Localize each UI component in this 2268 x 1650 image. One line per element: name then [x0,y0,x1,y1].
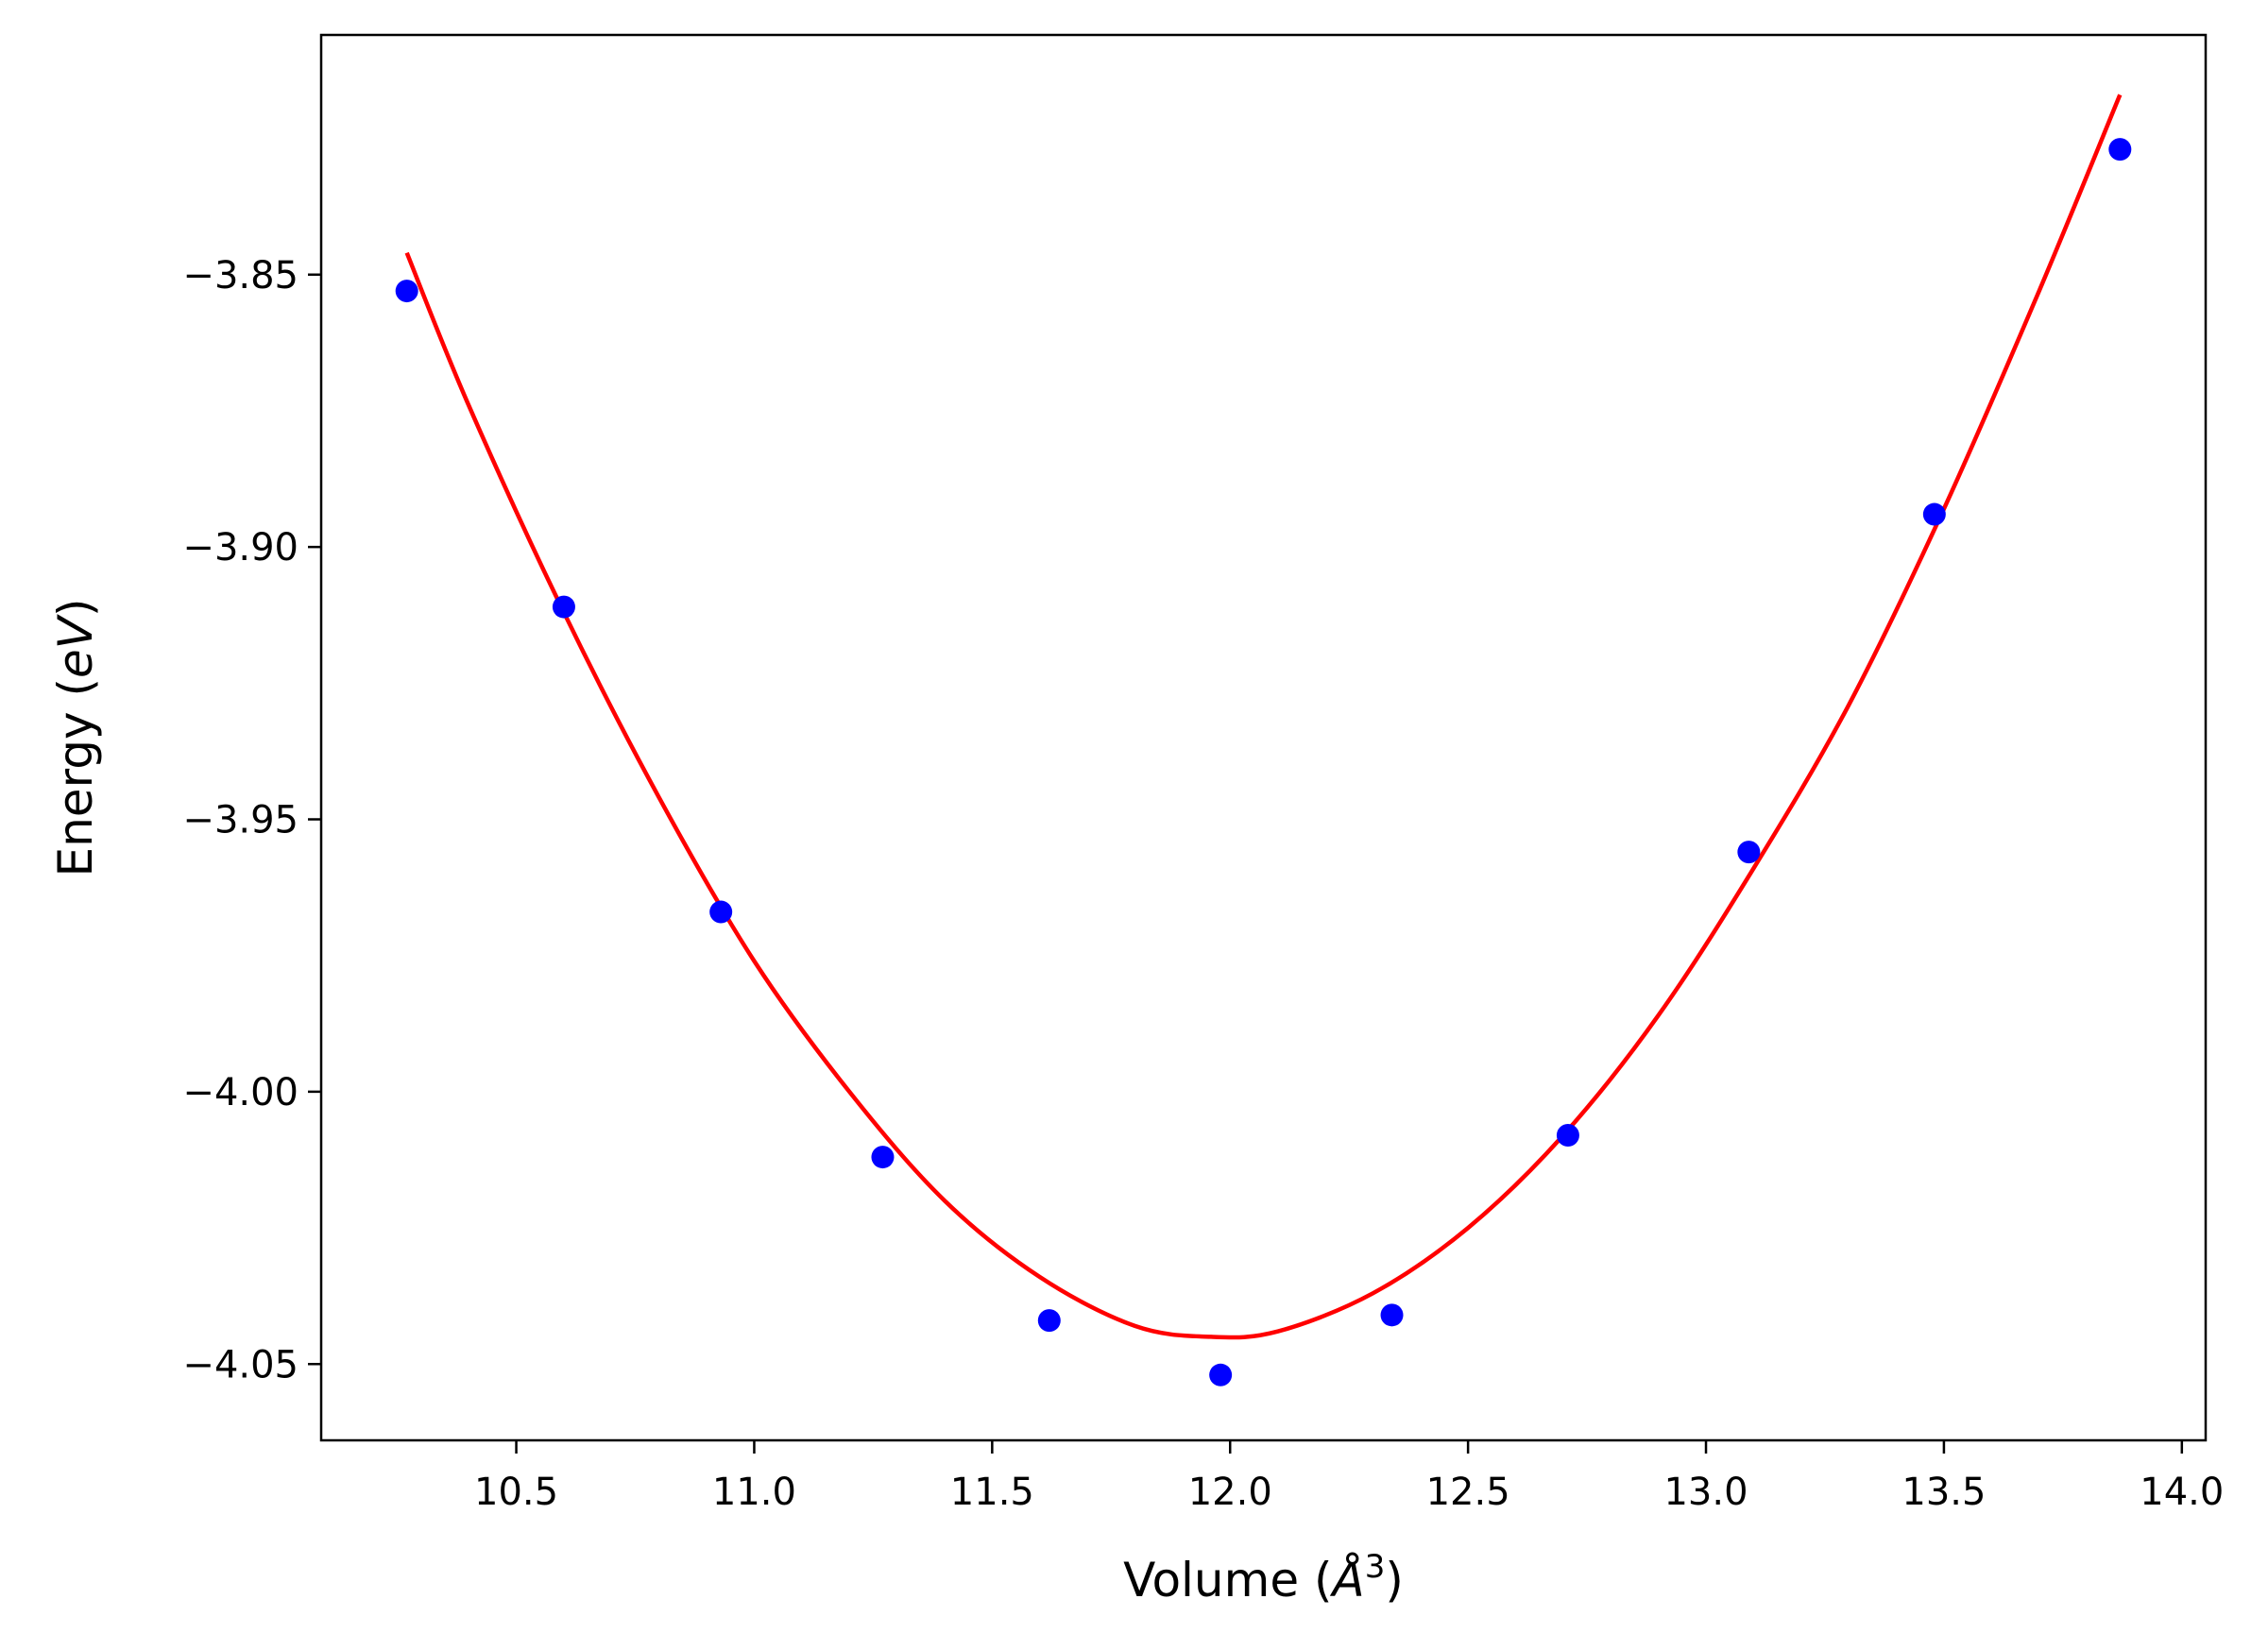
data-point [1556,1124,1579,1148]
plot-frame [319,33,2208,1442]
x-tick-label: 14.0 [2140,1471,2224,1514]
data-point [1037,1309,1061,1333]
plot-layer [395,94,2132,1386]
data-point [1380,1303,1404,1327]
y-tick-label: −3.85 [182,254,298,298]
y-tick-label: −4.00 [182,1071,298,1114]
fit-curve [404,94,2123,1340]
y-tick-label: −3.95 [182,799,298,842]
x-tick-label: 11.0 [712,1471,796,1514]
x-tick-label: 13.5 [1901,1471,1986,1514]
y-tick-label: −3.90 [182,526,298,570]
x-axis-ticks: 10.5 11.0 11.5 12.0 12.5 13.0 13.5 14.0 [474,1440,2224,1514]
data-point [709,900,733,924]
y-axis-ticks: −3.85 −3.90 −3.95 −4.00 −4.05 [182,254,321,1386]
y-axis-label: Energy (eV) [48,599,103,877]
data-point [552,595,575,619]
x-tick-label: 10.5 [474,1471,558,1514]
data-point [1737,841,1761,864]
x-tick-label: 12.5 [1426,1471,1510,1514]
data-point [1209,1363,1233,1386]
data-point [395,280,418,303]
data-point [1922,502,1946,526]
data-point [2108,138,2132,162]
x-tick-label: 11.5 [950,1471,1034,1514]
x-tick-label: 12.0 [1188,1471,1272,1514]
data-point [871,1146,895,1169]
y-tick-label: −4.05 [182,1343,298,1386]
x-tick-label: 13.0 [1663,1471,1748,1514]
x-axis-label: Volume (Å3) [1123,1548,1404,1607]
